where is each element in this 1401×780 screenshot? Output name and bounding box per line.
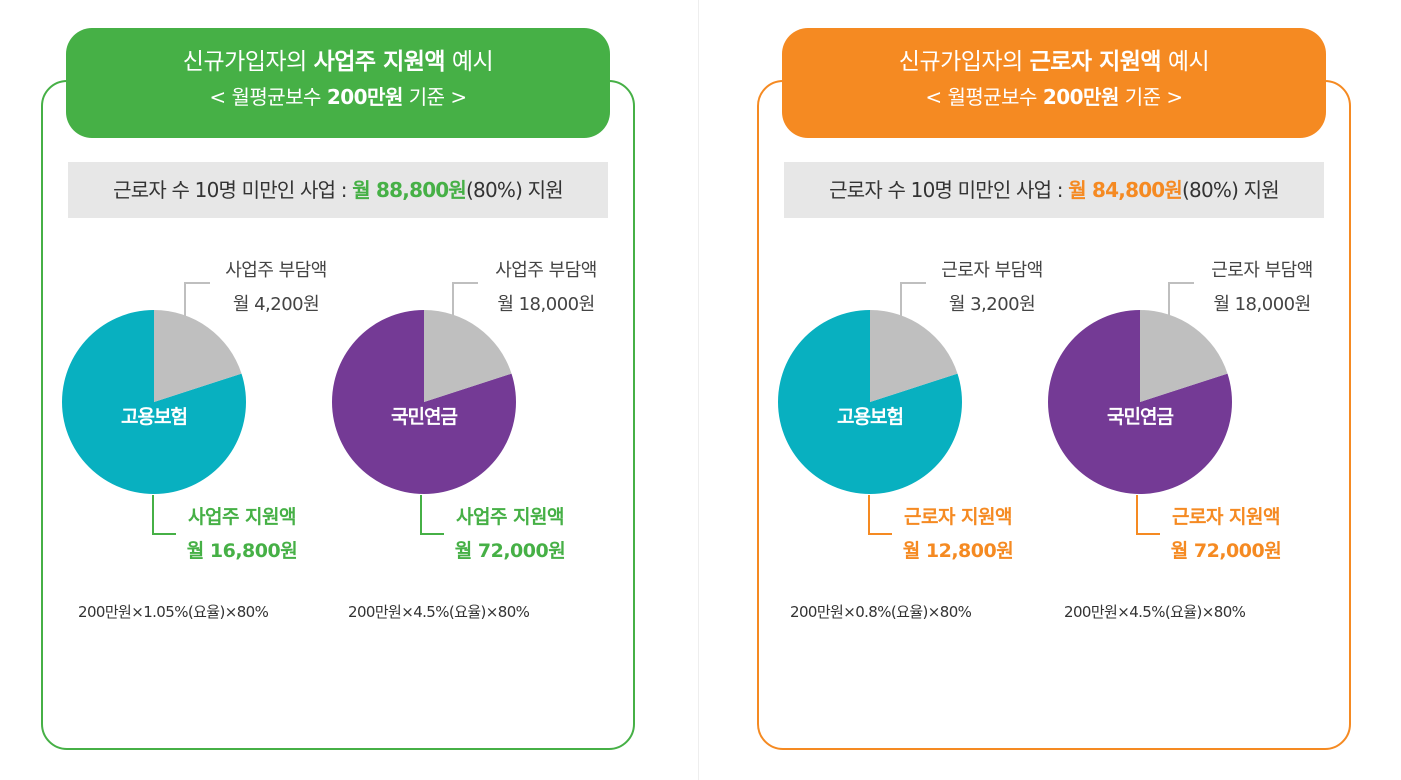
support-value: 월 16,800원 (186, 540, 298, 562)
worker-support-panel: 신규가입자의 근로자 지원액 예시 < 월평균보수 200만원 기준 > 근로자… (754, 28, 1354, 752)
share-value: 월 4,200원 (232, 294, 320, 315)
support-label: 근로자 지원액 월 12,800원 (888, 500, 1028, 568)
support-value: 월 72,000원 (1170, 540, 1282, 562)
leader-line-support (152, 495, 176, 535)
pie-charts: 고용보험 국민연금 (778, 282, 1233, 535)
employer-support-panel: 신규가입자의 사업주 지원액 예시 < 월평균보수 200만원 기준 > 근로자… (38, 28, 638, 752)
share-value: 월 18,000원 (1213, 294, 1311, 315)
leader-line-share (1168, 282, 1194, 321)
summary-highlight: 월 84,800원 (1068, 178, 1183, 202)
pie-slice-share (870, 310, 958, 402)
pie-slice-support (62, 310, 247, 495)
leader-line-support (420, 495, 444, 535)
pie-slice-share (154, 310, 242, 402)
panel-header: 신규가입자의 사업주 지원액 예시 < 월평균보수 200만원 기준 > (66, 28, 610, 138)
formula-text: 200만원×4.5%(요율)×80% (348, 603, 530, 621)
pie-slice-share (1140, 310, 1228, 402)
support-label: 근로자 지원액 월 72,000원 (1156, 500, 1296, 568)
pie-slice-share (424, 310, 512, 402)
support-label: 사업주 지원액 월 72,000원 (440, 500, 580, 568)
share-value: 월 18,000원 (497, 294, 595, 315)
leader-line-share (452, 282, 478, 321)
summary-bar: 근로자 수 10명 미만인 사업 : 월 84,800원(80%) 지원 (784, 162, 1324, 218)
support-label: 사업주 지원액 월 16,800원 (172, 500, 312, 568)
support-value: 월 72,000원 (454, 540, 566, 562)
pie-center-label: 국민연금 (1107, 406, 1173, 428)
share-value: 월 3,200원 (948, 294, 1036, 315)
pie-charts: 고용보험 국민연금 (62, 282, 517, 535)
summary-bar: 근로자 수 10명 미만인 사업 : 월 88,800원(80%) 지원 (68, 162, 608, 218)
pie-center-label: 고용보험 (121, 406, 187, 428)
summary-highlight: 월 88,800원 (352, 178, 467, 202)
center-divider (698, 0, 699, 780)
pie-slice-support (332, 310, 517, 494)
header-title: 신규가입자의 근로자 지원액 예시 (898, 49, 1210, 75)
leader-line-share (184, 282, 210, 321)
share-label: 사업주 부담액 월 18,000원 (476, 254, 616, 322)
formula-text: 200만원×0.8%(요율)×80% (790, 603, 972, 621)
share-label: 사업주 부담액 월 4,200원 (206, 254, 346, 322)
formula-text: 200만원×1.05%(요율)×80% (78, 603, 269, 621)
panel-header: 신규가입자의 근로자 지원액 예시 < 월평균보수 200만원 기준 > (782, 28, 1326, 138)
leader-line-support (868, 495, 892, 535)
formula-text: 200만원×4.5%(요율)×80% (1064, 603, 1246, 621)
share-label: 근로자 부담액 월 3,200원 (922, 254, 1062, 322)
share-label: 근로자 부담액 월 18,000원 (1192, 254, 1332, 322)
leader-line-share (900, 282, 926, 321)
pie-slice-support (1048, 310, 1233, 494)
header-title: 신규가입자의 사업주 지원액 예시 (182, 49, 494, 75)
pie-center-label: 국민연금 (391, 406, 457, 428)
pie-center-label: 고용보험 (837, 406, 903, 428)
header-subtitle: < 월평균보수 200만원 기준 > (209, 85, 467, 109)
support-value: 월 12,800원 (902, 540, 1014, 562)
header-subtitle: < 월평균보수 200만원 기준 > (925, 85, 1183, 109)
pie-slice-support (778, 310, 963, 495)
leader-line-support (1136, 495, 1160, 535)
